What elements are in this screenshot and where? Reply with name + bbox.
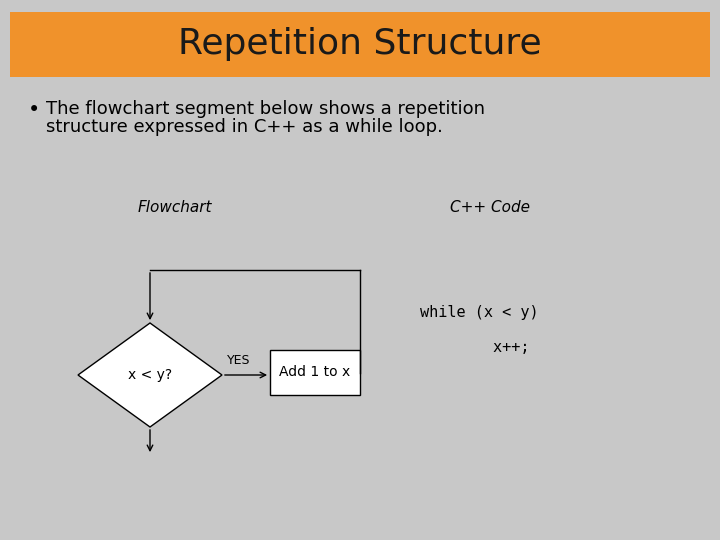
Text: x < y?: x < y? bbox=[128, 368, 172, 382]
Text: structure expressed in C++ as a while loop.: structure expressed in C++ as a while lo… bbox=[46, 118, 443, 136]
FancyBboxPatch shape bbox=[10, 12, 710, 77]
Text: C++ Code: C++ Code bbox=[450, 200, 530, 215]
Text: •: • bbox=[28, 100, 40, 120]
Text: Flowchart: Flowchart bbox=[138, 200, 212, 215]
Text: while (x < y): while (x < y) bbox=[420, 305, 539, 320]
Polygon shape bbox=[78, 323, 222, 427]
FancyBboxPatch shape bbox=[270, 350, 360, 395]
Text: Repetition Structure: Repetition Structure bbox=[178, 27, 542, 61]
Text: YES: YES bbox=[227, 354, 251, 368]
Text: x++;: x++; bbox=[420, 340, 529, 355]
Text: The flowchart segment below shows a repetition: The flowchart segment below shows a repe… bbox=[46, 100, 485, 118]
Text: Add 1 to x: Add 1 to x bbox=[279, 366, 351, 380]
